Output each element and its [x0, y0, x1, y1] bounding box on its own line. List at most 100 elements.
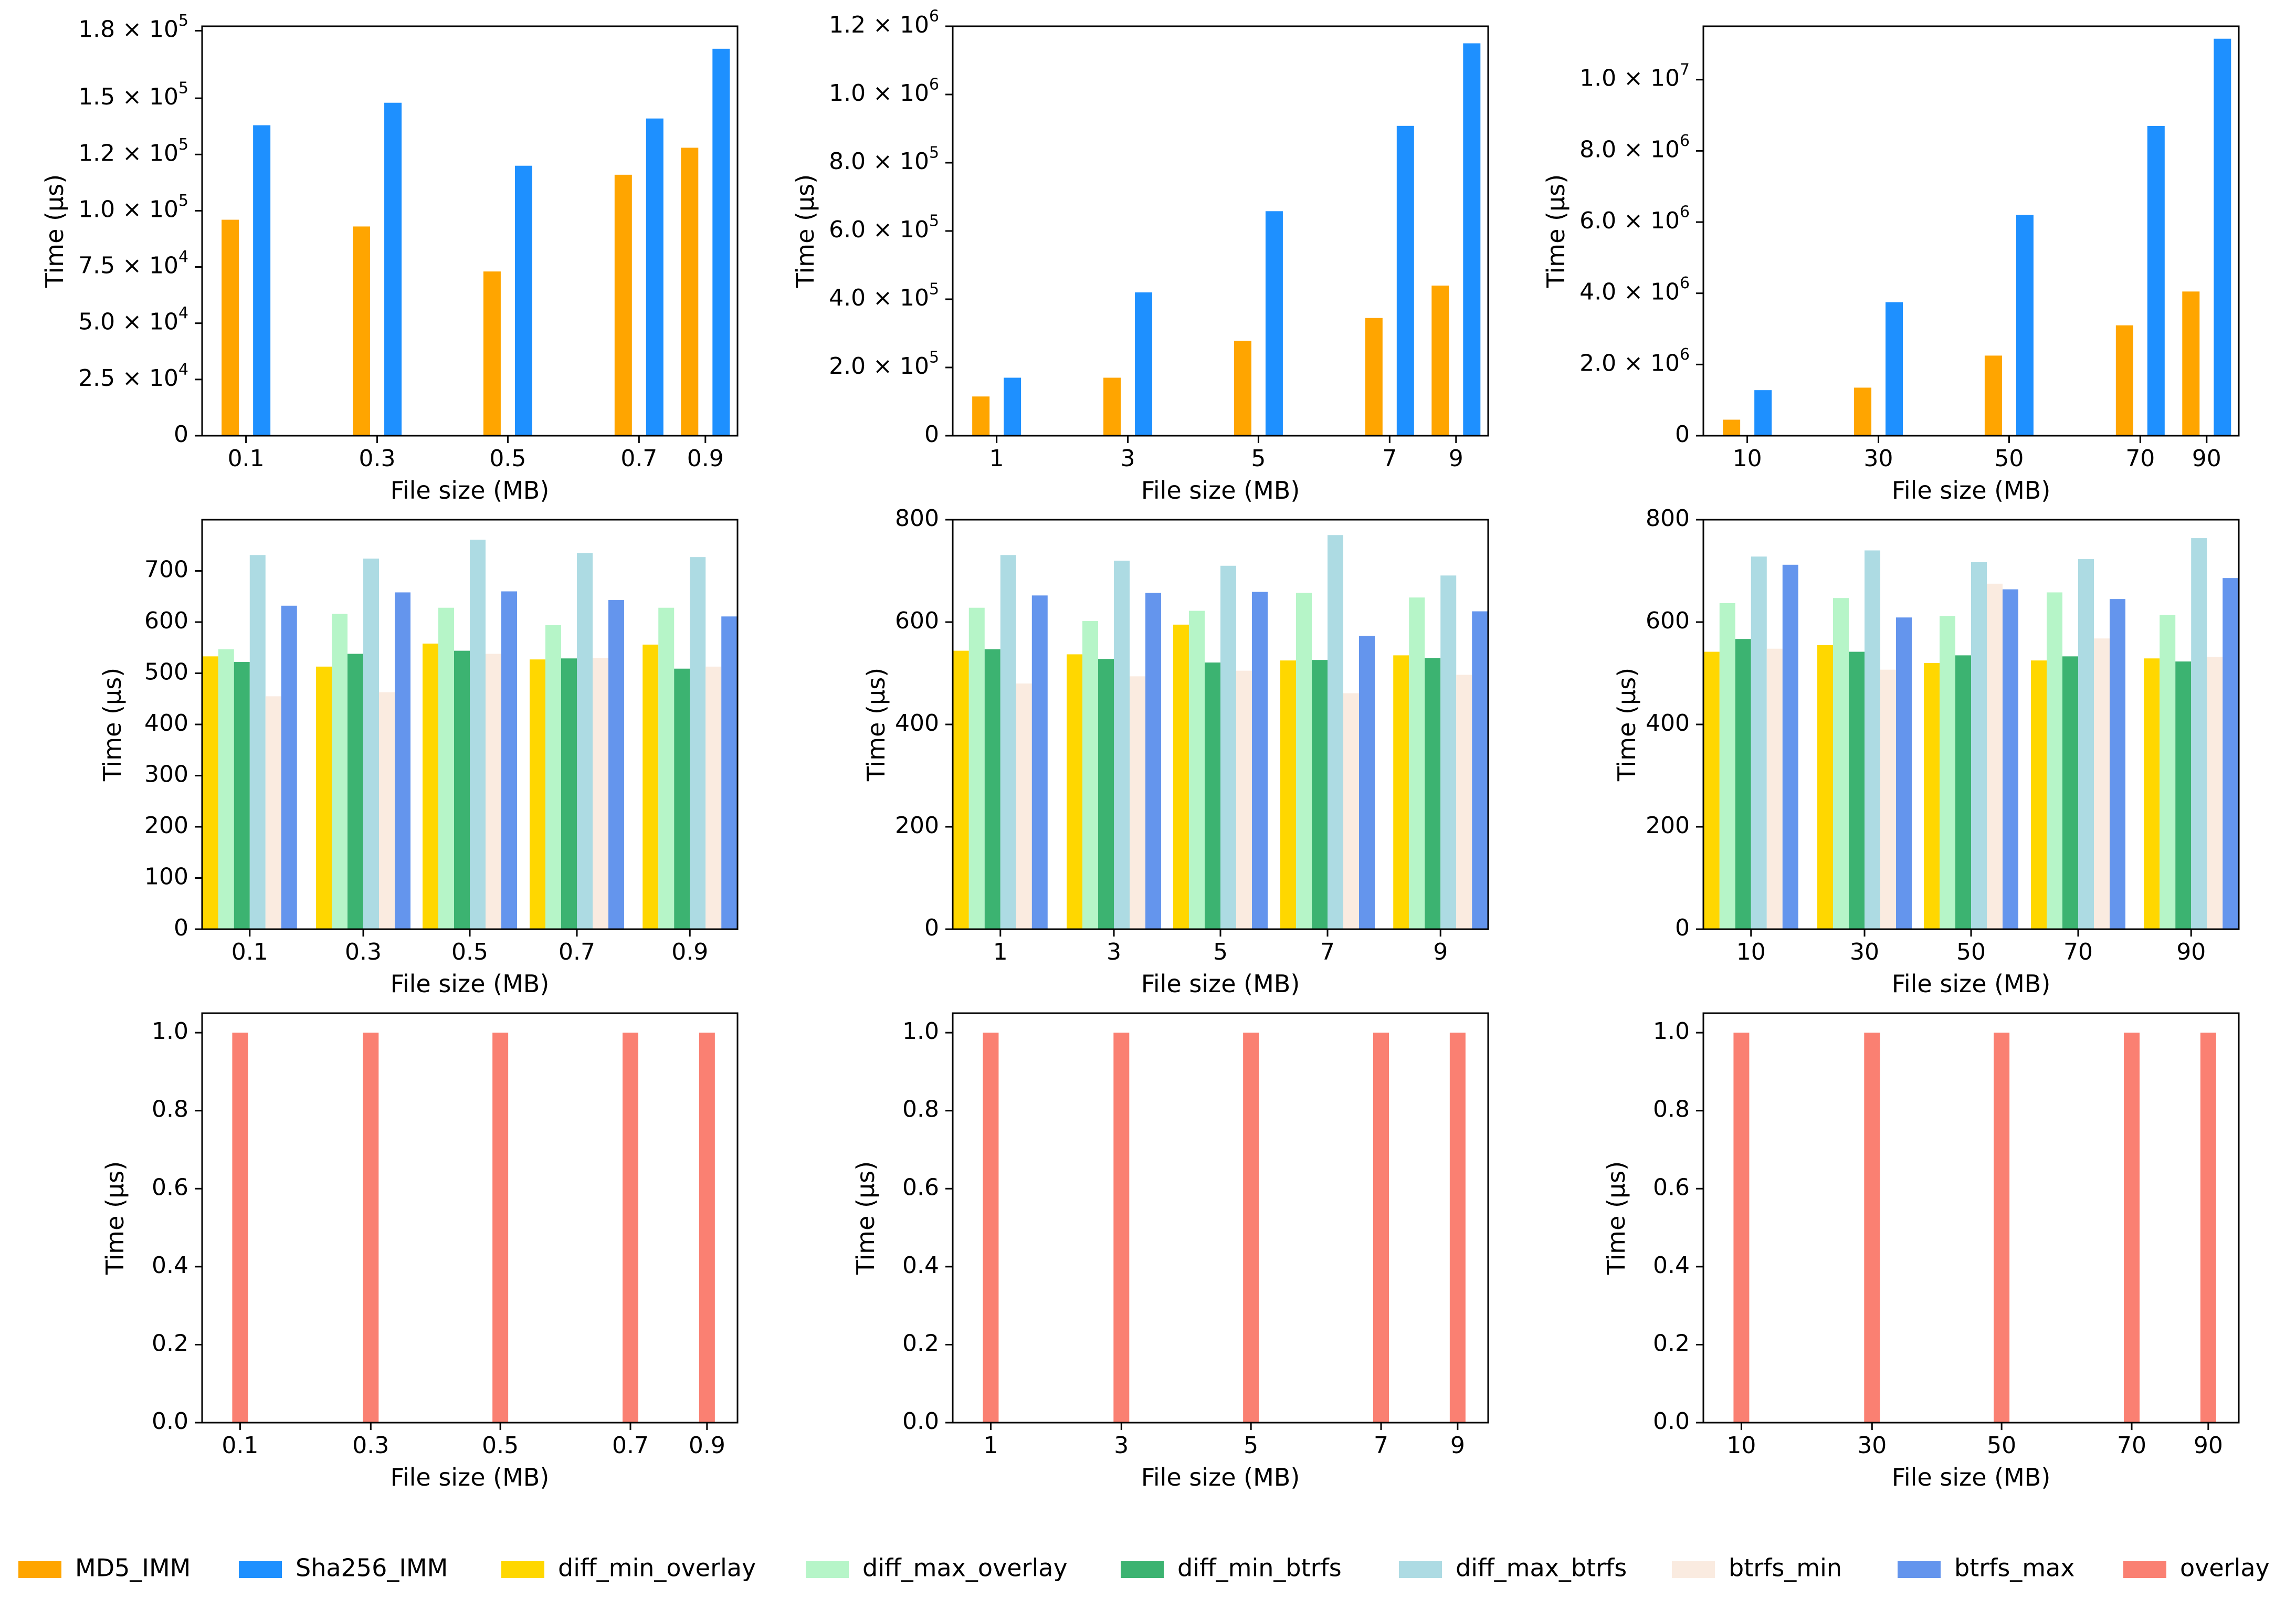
bar-diff-min-btrfs-30: [1849, 651, 1865, 929]
y-axis-label: Time (µs): [40, 174, 69, 288]
bar-overlay-9: [1449, 1033, 1466, 1423]
legend-label-diff-min-overlay: diff_min_overlay: [558, 1554, 756, 1582]
x-tick-label: 50: [1994, 445, 2024, 472]
bar-sha256-imm-0-1: [253, 125, 271, 436]
y-axis-label: Time (µs): [101, 1161, 129, 1275]
bar-md5-imm-9: [1431, 286, 1449, 436]
y-tick-label: 600: [895, 607, 939, 634]
bar-btrfs-max-90: [2223, 578, 2239, 929]
bar-btrfs-min-1: [1016, 683, 1032, 929]
y-tick-label: 400: [895, 710, 939, 737]
bar-md5-imm-0-3: [353, 226, 371, 436]
chart-panel-5: 0 200 400 600 800 1 3 5 7 9 File size (MB) Time (µs…: [862, 505, 1489, 998]
y-tick-label: 0.8: [152, 1096, 188, 1123]
plot-frame: [1702, 1012, 2240, 1424]
bar-sha256-imm-10: [1754, 390, 1772, 436]
bar-diff-max-overlay-10: [1719, 603, 1735, 929]
bar-md5-imm-5: [1234, 341, 1251, 436]
bar-btrfs-max-70: [2110, 599, 2125, 929]
x-tick-label: 5: [1213, 939, 1228, 965]
bar-diff-max-overlay-30: [1833, 598, 1849, 929]
x-tick-label: 30: [1857, 1432, 1887, 1459]
bar-btrfs-max-0-7: [608, 600, 624, 929]
y-tick-label: 0.0: [152, 1408, 188, 1435]
y-tick-label: 1.0: [902, 1018, 939, 1045]
bar-diff-max-btrfs-9: [1440, 575, 1457, 929]
x-tick-label: 0.7: [559, 939, 595, 965]
x-axis-label: File size (MB): [1141, 970, 1300, 998]
x-tick-label: 7: [1320, 939, 1335, 965]
legend-swatch-btrfs-min: [1672, 1561, 1715, 1578]
bar-diff-max-btrfs-90: [2191, 538, 2207, 929]
bar-diff-max-btrfs-50: [1971, 562, 1987, 929]
bar-btrfs-min-0-9: [705, 666, 722, 929]
bar-diff-min-overlay-1: [953, 650, 969, 929]
bar-md5-imm-90: [2182, 291, 2200, 436]
bar-btrfs-min-0-1: [265, 696, 281, 929]
bar-diff-min-btrfs-5: [1205, 662, 1220, 929]
y-axis-label: Time (µs): [1602, 1161, 1630, 1275]
y-tick-label: 6.0 × 106: [1579, 203, 1690, 234]
bar-diff-min-btrfs-90: [2175, 661, 2192, 929]
x-tick-label: 0.1: [222, 1432, 258, 1459]
bar-diff-max-btrfs-0-5: [470, 540, 486, 929]
bar-diff-min-overlay-10: [1703, 651, 1720, 929]
y-tick-label: 0.0: [1653, 1408, 1690, 1435]
bar-overlay-0-3: [363, 1033, 379, 1423]
x-tick-label: 0.9: [687, 445, 724, 472]
bar-diff-max-btrfs-5: [1220, 565, 1236, 929]
bar-diff-max-btrfs-1: [1000, 555, 1016, 929]
bar-md5-imm-3: [1103, 377, 1121, 436]
bar-btrfs-min-90: [2207, 657, 2223, 929]
bar-diff-max-btrfs-3: [1114, 561, 1130, 929]
bar-diff-min-overlay-70: [2031, 660, 2047, 929]
bar-btrfs-max-30: [1896, 617, 1912, 929]
bar-diff-max-overlay-5: [1189, 611, 1205, 929]
bar-diff-min-btrfs-9: [1425, 658, 1441, 929]
x-tick-label: 9: [1450, 1432, 1465, 1459]
x-axis-label: File size (MB): [1141, 1463, 1300, 1491]
bar-diff-max-btrfs-0-3: [363, 559, 380, 929]
bar-sha256-imm-0-9: [712, 48, 730, 436]
y-tick-label: 200: [895, 812, 939, 839]
x-tick-label: 3: [1114, 1432, 1129, 1459]
x-tick-label: 0.1: [231, 939, 268, 965]
y-tick-label: 1.2 × 106: [829, 7, 939, 38]
bar-overlay-30: [1864, 1033, 1880, 1423]
x-tick-label: 1: [989, 445, 1004, 472]
x-tick-label: 7: [1382, 445, 1397, 472]
x-axis-label: File size (MB): [391, 476, 550, 504]
x-tick-label: 90: [2176, 939, 2206, 965]
x-tick-label: 0.3: [359, 445, 396, 472]
legend-label-diff-max-overlay: diff_max_overlay: [862, 1554, 1068, 1582]
bar-md5-imm-0-7: [614, 174, 632, 436]
y-tick-label: 100: [144, 864, 188, 890]
x-tick-label: 70: [2125, 445, 2155, 472]
legend-label-md5-imm: MD5_IMM: [75, 1554, 191, 1582]
bar-md5-imm-0-5: [483, 271, 501, 436]
chart-panel-7: 0.0 0.2 0.4 0.6 0.8 1.0 0.1 0.3 0.5 0.7 0.9 File si…: [101, 1012, 739, 1491]
bar-diff-min-overlay-5: [1173, 624, 1189, 929]
bar-btrfs-min-0-5: [486, 654, 501, 929]
bar-overlay-10: [1733, 1033, 1750, 1423]
x-tick-label: 0.7: [620, 445, 657, 472]
bar-overlay-0-7: [623, 1033, 638, 1423]
bar-md5-imm-1: [972, 396, 990, 436]
x-tick-label: 9: [1433, 939, 1448, 965]
y-tick-label: 0.2: [152, 1330, 188, 1356]
bar-md5-imm-0-9: [681, 148, 699, 436]
y-tick-label: 1.0 × 107: [1579, 60, 1690, 92]
bar-diff-min-btrfs-0-5: [454, 650, 470, 929]
y-tick-label: 7.5 × 104: [78, 248, 188, 279]
bar-sha256-imm-9: [1463, 43, 1481, 436]
y-tick-label: 6.0 × 105: [829, 212, 939, 243]
bar-btrfs-min-10: [1766, 648, 1783, 929]
bar-diff-max-btrfs-0-1: [249, 555, 266, 929]
bar-diff-max-overlay-0-7: [545, 625, 561, 929]
x-tick-label: 10: [1726, 1432, 1756, 1459]
bar-btrfs-min-0-3: [379, 692, 395, 929]
bar-diff-min-overlay-0-9: [643, 644, 659, 929]
bar-btrfs-max-5: [1252, 592, 1268, 929]
y-tick-label: 0.0: [902, 1408, 939, 1435]
